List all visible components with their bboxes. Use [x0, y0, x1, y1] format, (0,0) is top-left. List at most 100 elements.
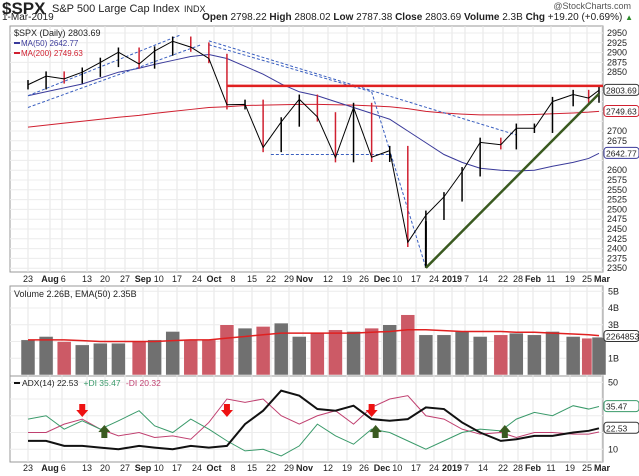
trend-channel-line: [371, 91, 427, 268]
x-tick-label: Aug: [41, 463, 59, 473]
x-tick-label: 19: [342, 274, 352, 284]
open-label: Open: [202, 12, 228, 23]
pdi-legend: +DI 35.47: [83, 378, 120, 388]
open-value: 2798.22: [230, 12, 267, 23]
x-tick-label: 29: [284, 274, 294, 284]
x-tick-label: 15: [247, 274, 257, 284]
up-triangle-icon: ▲: [625, 13, 633, 22]
volume-legend: Volume 2.26B, EMA(50) 2.35B: [14, 289, 137, 299]
x-tick-label: 8: [230, 274, 235, 284]
trend-channel-line: [208, 44, 372, 93]
trend-channel-line: [27, 34, 181, 97]
price-axis-label: 2450: [607, 224, 627, 234]
x-tick-label: 7: [464, 274, 469, 284]
x-tick-label: 24: [192, 463, 202, 473]
last-adx-label: 22.53: [606, 423, 628, 433]
volume-value: 2.3B: [502, 12, 523, 23]
x-tick-label: 8: [230, 463, 235, 473]
high-label: High: [269, 12, 292, 23]
price-axis-label: 2900: [607, 48, 627, 58]
sell-arrow-icon: [76, 404, 89, 417]
volume-bar: [364, 327, 379, 376]
x-tick-label: 29: [284, 463, 294, 473]
last-volume-label-box: [603, 329, 639, 342]
price-panel: [9, 25, 604, 273]
x-tick-label: Sep: [135, 274, 152, 284]
x-tick-label: Aug: [41, 274, 59, 284]
x-tick-label: 17: [172, 274, 182, 284]
buy-arrow-icon: [98, 425, 111, 438]
price-axis-label: 2550: [607, 185, 627, 195]
volume-bar: [219, 324, 235, 376]
price-axis-label: 2375: [607, 253, 627, 263]
volume-bar: [20, 339, 36, 376]
price-axis-label: 2700: [607, 126, 627, 136]
x-tick-label: 22: [266, 274, 276, 284]
x-tick-label: Feb: [525, 463, 542, 473]
x-tick-label: Feb: [525, 274, 542, 284]
price-axis-label: 2350: [607, 263, 627, 273]
price-legend-ma200: MA(200) 2749.63: [21, 49, 83, 58]
x-tick-label: Nov: [296, 463, 313, 473]
price-axis-label: 2525: [607, 195, 627, 205]
last-close-label: 2803.69: [606, 85, 637, 95]
x-tick-label: 25: [582, 274, 592, 284]
volume-bar: [56, 341, 72, 376]
x-tick-label: 22: [266, 463, 276, 473]
sell-arrow-icon: [220, 404, 233, 417]
x-tick-label: 19: [565, 274, 575, 284]
last-close-label-box: [603, 83, 639, 96]
volume-bar: [493, 334, 509, 376]
x-tick-label: Mar: [594, 463, 611, 473]
volume-axis-label: 5B: [608, 286, 619, 296]
price-axis-label: 2600: [607, 165, 627, 175]
price-line: [27, 40, 600, 244]
volume-bar: [545, 331, 560, 376]
adx-line: [28, 389, 600, 451]
price-axis-label: 2400: [607, 244, 627, 254]
low-label: Low: [333, 12, 354, 23]
adx-legend: ADX(14) 22.53: [22, 378, 78, 388]
volume-bar: [147, 339, 162, 376]
volume-bar: [436, 334, 452, 376]
low-value: 2787.38: [356, 12, 393, 23]
pdi-line: [27, 405, 600, 457]
price-legend-ma50: MA(50) 2642.77: [21, 39, 79, 48]
x-tick-label: 22: [498, 463, 508, 473]
x-tick-label: 6: [61, 274, 66, 284]
volume-bar: [472, 336, 488, 376]
volume-bar: [527, 334, 542, 376]
symbol: $SPX: [2, 0, 46, 18]
price-axis-label: 2475: [607, 214, 627, 224]
x-tick-label: 20: [100, 463, 110, 473]
price-axis-label: 2500: [607, 204, 627, 214]
x-tick-label: 15: [247, 463, 257, 473]
support-trendline: [425, 92, 600, 269]
last-ma200-label: 2749.63: [606, 107, 637, 117]
volume-bar: [38, 336, 54, 376]
volume-bar: [591, 336, 607, 376]
volume-bar: [237, 327, 253, 376]
mdi-line: [28, 395, 600, 440]
x-tick-label: 14: [478, 463, 488, 473]
x-tick-label: Mar: [594, 274, 611, 284]
volume-axis-label: 3B: [608, 320, 619, 330]
sell-arrow-icon: [365, 404, 378, 417]
x-tick-label: 27: [120, 463, 130, 473]
close-label: Close: [395, 12, 423, 23]
x-tick-label: 24: [192, 274, 202, 284]
last-pdi-label-box: [603, 400, 639, 413]
x-tick-label: 10: [392, 463, 402, 473]
x-tick-label: 17: [172, 463, 182, 473]
last-pdi-label: 35.47: [606, 402, 628, 412]
x-tick-label: 17: [411, 463, 421, 473]
buy-arrow-icon: [498, 425, 511, 438]
volume-bar: [273, 322, 289, 376]
volume-ema-line: [28, 329, 600, 343]
volume-bar: [255, 326, 271, 376]
buy-arrow-icon: [369, 425, 382, 438]
x-tick-label: Oct: [206, 274, 221, 284]
price-legend-spx: $SPX (Daily) 2803.69: [14, 28, 101, 38]
price-axis-label: 2575: [607, 175, 627, 185]
x-tick-label: 11: [546, 274, 555, 284]
